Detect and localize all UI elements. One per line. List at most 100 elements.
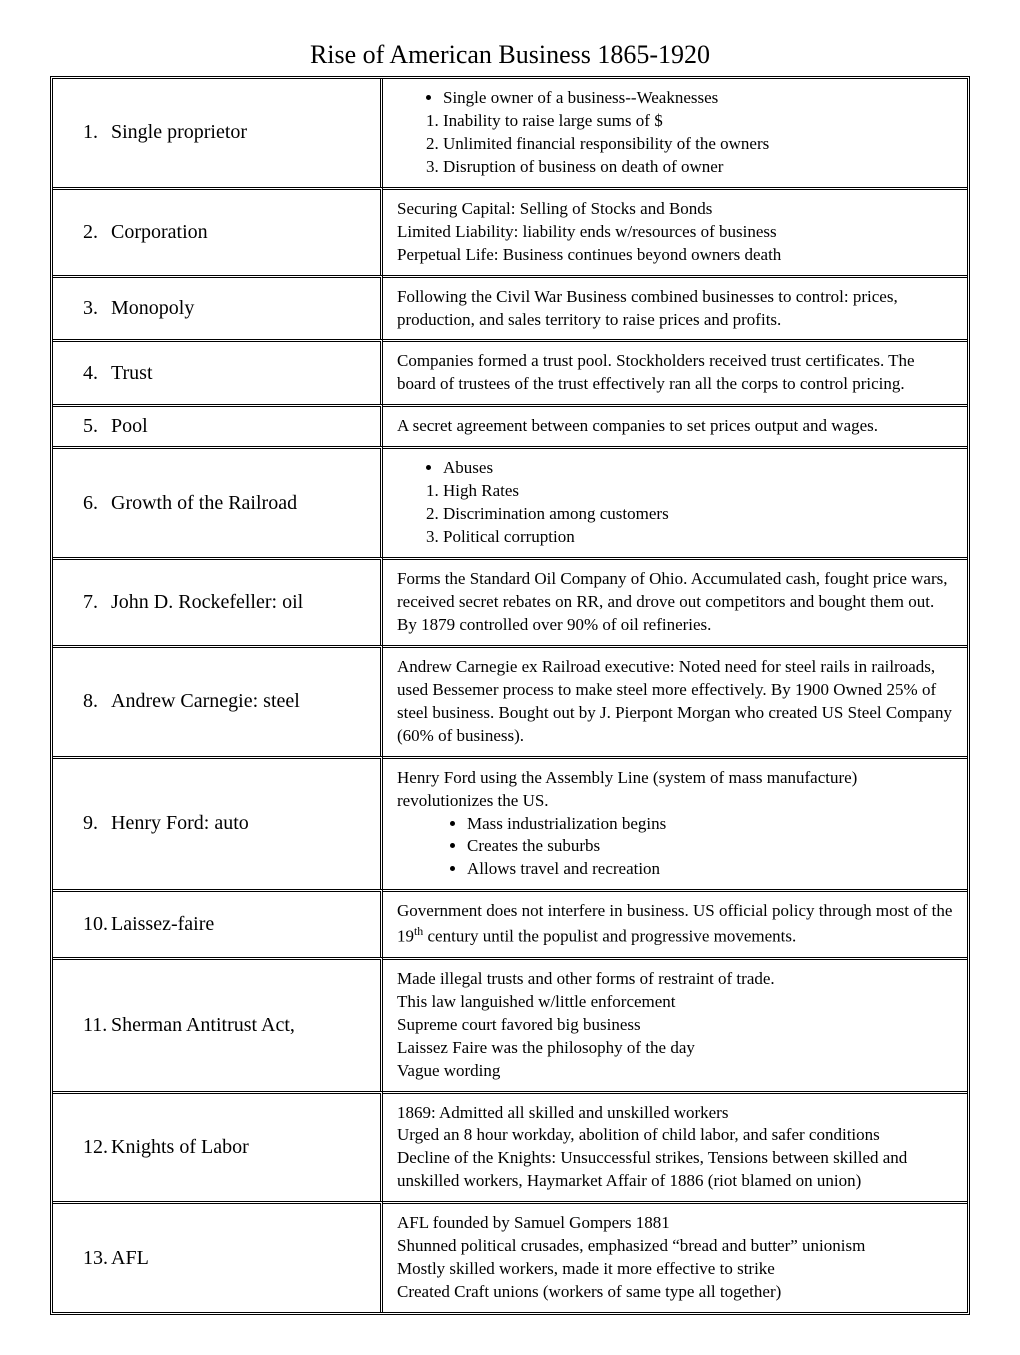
definition-line: Perpetual Life: Business continues beyon… [397, 244, 953, 267]
term-number: 12. [83, 1136, 111, 1159]
definition-line: 1869: Admitted all skilled and unskilled… [397, 1102, 953, 1125]
definition-line: AFL founded by Samuel Gompers 1881 [397, 1212, 953, 1235]
definition-line: Mostly skilled workers, made it more eff… [397, 1258, 953, 1281]
table-row: 9. Henry Ford: auto Henry Ford using the… [53, 756, 967, 890]
term-cell: 4. Trust [53, 339, 383, 404]
term-cell: 1. Single proprietor [53, 79, 383, 187]
definition-text: Forms the Standard Oil Company of Ohio. … [397, 568, 953, 637]
table-row: 10. Laissez-faire Government does not in… [53, 889, 967, 957]
term-cell: 8. Andrew Carnegie: steel [53, 645, 383, 756]
term-number: 5. [83, 415, 111, 438]
definition-item: Inability to raise large sums of $ [443, 110, 953, 133]
term-label: Single proprietor [111, 121, 247, 144]
definition-item: Political corruption [443, 526, 953, 549]
term-label: Sherman Antitrust Act, [111, 1014, 295, 1037]
term-number: 4. [83, 362, 111, 385]
definition-cell: Securing Capital: Selling of Stocks and … [383, 187, 967, 275]
term-number: 13. [83, 1247, 111, 1270]
term-cell: 12. Knights of Labor [53, 1091, 383, 1202]
definition-line: Urged an 8 hour workday, abolition of ch… [397, 1124, 953, 1147]
definition-text: Andrew Carnegie ex Railroad executive: N… [397, 656, 953, 748]
term-label: Andrew Carnegie: steel [111, 690, 300, 713]
definition-bullet: Mass industrialization begins [467, 813, 953, 836]
term-cell: 11. Sherman Antitrust Act, [53, 957, 383, 1091]
definition-text: Government does not interfere in busines… [397, 900, 953, 949]
term-number: 6. [83, 492, 111, 515]
term-number: 7. [83, 591, 111, 614]
definition-cell: Following the Civil War Business combine… [383, 275, 967, 340]
term-number: 10. [83, 913, 111, 936]
definition-bullet: Single owner of a business--Weaknesses [443, 87, 953, 110]
term-cell: 10. Laissez-faire [53, 889, 383, 957]
term-number: 3. [83, 297, 111, 320]
table-row: 5. Pool A secret agreement between compa… [53, 404, 967, 446]
definition-text: Companies formed a trust pool. Stockhold… [397, 350, 953, 396]
term-number: 1. [83, 121, 111, 144]
term-number: 11. [83, 1014, 111, 1037]
definition-intro: Henry Ford using the Assembly Line (syst… [397, 767, 953, 813]
table-row: 4. Trust Companies formed a trust pool. … [53, 339, 967, 404]
table-row: 2. Corporation Securing Capital: Selling… [53, 187, 967, 275]
definition-bullet: Creates the suburbs [467, 835, 953, 858]
term-label: Growth of the Railroad [111, 492, 297, 515]
definition-line: Made illegal trusts and other forms of r… [397, 968, 953, 991]
table-row: 13. AFL AFL founded by Samuel Gompers 18… [53, 1201, 967, 1312]
table-row: 12. Knights of Labor 1869: Admitted all … [53, 1091, 967, 1202]
term-number: 9. [83, 812, 111, 835]
term-label: Knights of Labor [111, 1136, 249, 1159]
term-label: Monopoly [111, 297, 194, 320]
definition-cell: AFL founded by Samuel Gompers 1881 Shunn… [383, 1201, 967, 1312]
table-row: 7. John D. Rockefeller: oil Forms the St… [53, 557, 967, 645]
term-cell: 3. Monopoly [53, 275, 383, 340]
term-label: Corporation [111, 221, 208, 244]
term-cell: 9. Henry Ford: auto [53, 756, 383, 890]
term-cell: 2. Corporation [53, 187, 383, 275]
definition-text: Following the Civil War Business combine… [397, 286, 953, 332]
definitions-table: 1. Single proprietor Single owner of a b… [50, 76, 970, 1315]
definition-cell: Companies formed a trust pool. Stockhold… [383, 339, 967, 404]
term-label: Pool [111, 415, 148, 438]
page-title: Rise of American Business 1865-1920 [50, 40, 970, 70]
definition-cell: Government does not interfere in busines… [383, 889, 967, 957]
definition-line: Laissez Faire was the philosophy of the … [397, 1037, 953, 1060]
definition-cell: 1869: Admitted all skilled and unskilled… [383, 1091, 967, 1202]
definition-line: Shunned political crusades, emphasized “… [397, 1235, 953, 1258]
definition-bullet: Abuses [443, 457, 953, 480]
definition-item: High Rates [443, 480, 953, 503]
table-row: 8. Andrew Carnegie: steel Andrew Carnegi… [53, 645, 967, 756]
term-label: John D. Rockefeller: oil [111, 591, 303, 614]
definition-cell: Single owner of a business--Weaknesses I… [383, 79, 967, 187]
table-row: 11. Sherman Antitrust Act, Made illegal … [53, 957, 967, 1091]
definition-cell: Andrew Carnegie ex Railroad executive: N… [383, 645, 967, 756]
definition-line: Supreme court favored big business [397, 1014, 953, 1037]
definition-cell: Abuses High Rates Discrimination among c… [383, 446, 967, 557]
term-number: 8. [83, 690, 111, 713]
term-label: Laissez-faire [111, 913, 214, 936]
definition-cell: A secret agreement between companies to … [383, 404, 967, 446]
definition-item: Disruption of business on death of owner [443, 156, 953, 179]
term-label: Henry Ford: auto [111, 812, 249, 835]
term-number: 2. [83, 221, 111, 244]
definition-line: Created Craft unions (workers of same ty… [397, 1281, 953, 1304]
term-label: Trust [111, 362, 153, 385]
definition-bullet: Allows travel and recreation [467, 858, 953, 881]
definition-cell: Forms the Standard Oil Company of Ohio. … [383, 557, 967, 645]
definition-text: A secret agreement between companies to … [397, 415, 953, 438]
definition-line: This law languished w/little enforcement [397, 991, 953, 1014]
term-cell: 13. AFL [53, 1201, 383, 1312]
definition-line: Vague wording [397, 1060, 953, 1083]
term-label: AFL [111, 1247, 149, 1270]
table-row: 6. Growth of the Railroad Abuses High Ra… [53, 446, 967, 557]
table-row: 1. Single proprietor Single owner of a b… [53, 79, 967, 187]
term-cell: 5. Pool [53, 404, 383, 446]
definition-item: Discrimination among customers [443, 503, 953, 526]
definition-item: Unlimited financial responsibility of th… [443, 133, 953, 156]
definition-line: Limited Liability: liability ends w/reso… [397, 221, 953, 244]
definition-cell: Made illegal trusts and other forms of r… [383, 957, 967, 1091]
definition-line: Decline of the Knights: Unsuccessful str… [397, 1147, 953, 1193]
term-cell: 6. Growth of the Railroad [53, 446, 383, 557]
term-cell: 7. John D. Rockefeller: oil [53, 557, 383, 645]
table-row: 3. Monopoly Following the Civil War Busi… [53, 275, 967, 340]
definition-cell: Henry Ford using the Assembly Line (syst… [383, 756, 967, 890]
definition-line: Securing Capital: Selling of Stocks and … [397, 198, 953, 221]
